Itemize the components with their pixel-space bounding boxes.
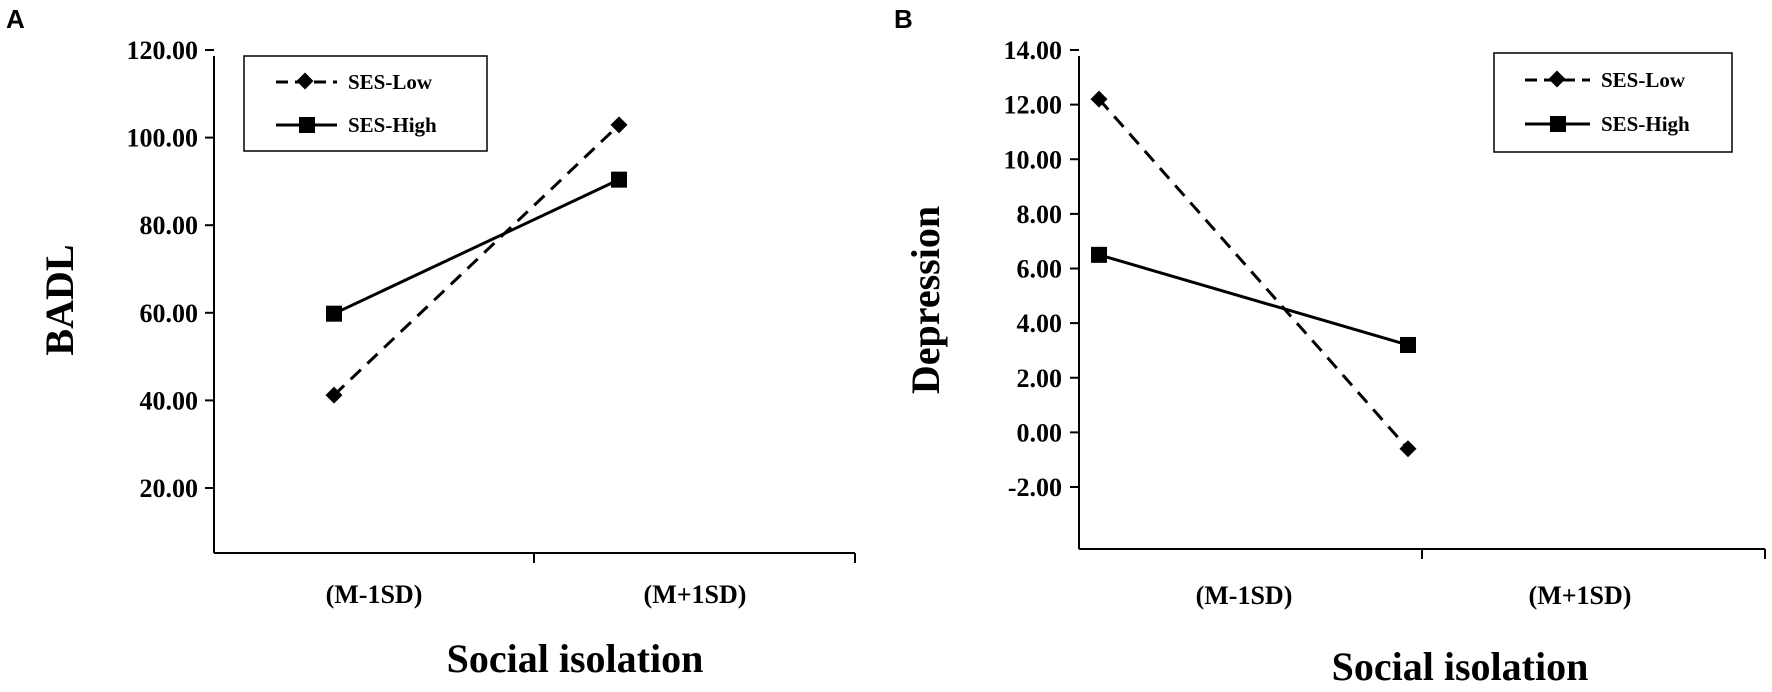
y-tick-label-a: 60.00 — [140, 299, 199, 328]
legend-box-b — [1493, 52, 1733, 153]
y-tick-label-b: 6.00 — [1017, 255, 1063, 284]
data-point-ses-low-m-plus-1sd-b — [1399, 440, 1417, 458]
y-tick-label-a: 100.00 — [127, 124, 199, 153]
series-line-ses-high-b — [1098, 253, 1409, 347]
legend-label-ses-high-a: SES-High — [348, 113, 437, 137]
legend-b: SES-Low SES-High — [1493, 52, 1733, 153]
data-point-ses-high-m-minus-1sd-a — [326, 305, 342, 322]
y-tick-label-b: 14.00 — [1004, 36, 1063, 65]
x-axis-title-a: Social isolation — [447, 636, 704, 681]
y-tick-label-b: 0.00 — [1017, 418, 1063, 447]
legend-marker-ses-low-a — [296, 72, 314, 90]
series-line-ses-low-b — [1097, 98, 1410, 450]
legend-label-ses-low-b: SES-Low — [1601, 68, 1686, 92]
data-point-ses-high-m-plus-1sd-b — [1400, 336, 1416, 353]
x-axis-title-b: Social isolation — [1332, 644, 1589, 689]
y-ticks-a: 20.00 40.00 60.00 80.00 100.00 120.00 — [127, 36, 214, 503]
panel-label-b: B — [894, 4, 913, 34]
chart-panel-b: B -2.00 0.00 2.00 4.00 6.00 8.00 10.00 12.00 14.… — [894, 4, 1766, 689]
y-ticks-b: -2.00 0.00 2.00 4.00 6.00 8.00 10.00 12.00 14.00 — [1004, 36, 1079, 502]
y-tick-label-a: 20.00 — [140, 474, 199, 503]
series-line-ses-low-a — [332, 123, 621, 397]
legend-marker-ses-high-b — [1550, 116, 1566, 132]
y-axis-title-b: Depression — [903, 206, 948, 394]
y-tick-label-a: 120.00 — [127, 36, 199, 65]
y-tick-label-b: 8.00 — [1017, 200, 1063, 229]
x-tick-label-m-minus-1sd-a: (M-1SD) — [326, 580, 423, 609]
data-point-ses-low-m-plus-1sd-a — [610, 116, 628, 134]
y-tick-label-b: 12.00 — [1004, 91, 1063, 120]
y-tick-label-a: 40.00 — [140, 386, 199, 415]
chart-panel-a: A 20.00 40.00 60.00 80.00 100.00 120.00 (M-1S… — [6, 4, 856, 681]
legend-marker-ses-high-a — [299, 117, 315, 133]
legend-box-a — [243, 55, 488, 152]
y-tick-label-a: 80.00 — [140, 211, 199, 240]
legend-label-ses-low-a: SES-Low — [348, 70, 433, 94]
x-tick-label-m-minus-1sd-b: (M-1SD) — [1196, 581, 1293, 610]
data-point-ses-high-m-minus-1sd-b — [1091, 246, 1107, 263]
x-tick-label-m-plus-1sd-a: (M+1SD) — [644, 580, 747, 609]
legend-a: SES-Low SES-High — [243, 55, 488, 152]
legend-label-ses-high-b: SES-High — [1601, 112, 1690, 136]
data-point-ses-high-m-plus-1sd-a — [611, 171, 627, 188]
panel-label-a: A — [6, 4, 25, 34]
series-line-ses-high-a — [333, 178, 620, 316]
y-tick-label-b: 10.00 — [1004, 145, 1063, 174]
data-point-ses-low-m-minus-1sd-a — [325, 386, 343, 404]
y-tick-label-b: 2.00 — [1017, 364, 1063, 393]
y-tick-label-b: -2.00 — [1008, 473, 1062, 502]
x-tick-label-m-plus-1sd-b: (M+1SD) — [1529, 581, 1632, 610]
y-axis-title-a: BADL — [37, 244, 82, 355]
y-tick-label-b: 4.00 — [1017, 309, 1063, 338]
